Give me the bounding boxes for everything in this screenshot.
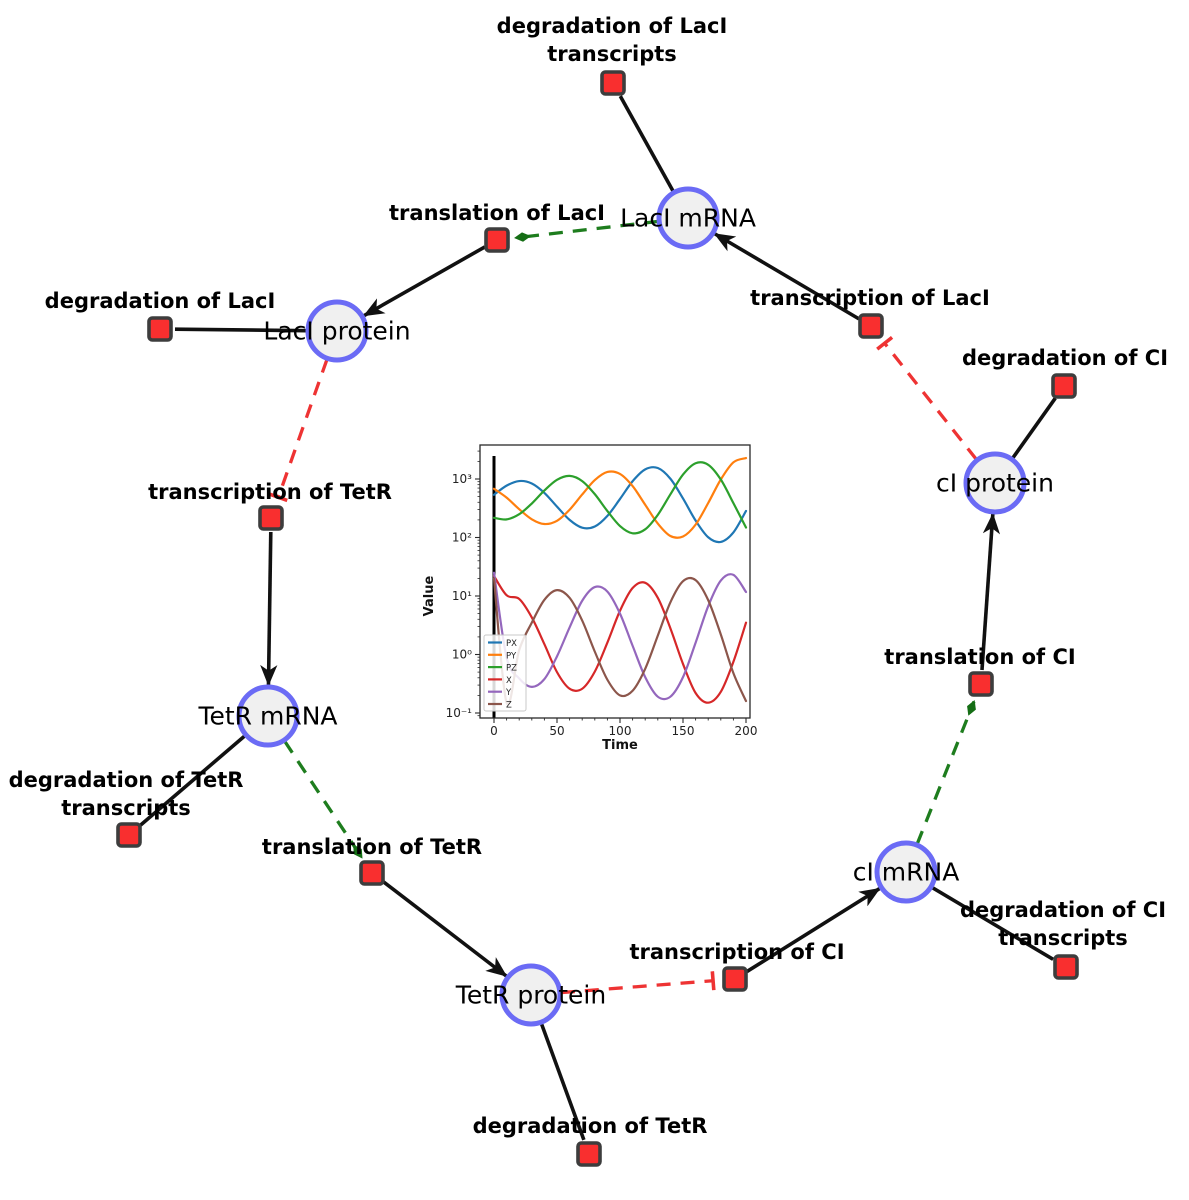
chart-y-tick-label: 10⁻¹: [446, 706, 473, 720]
reaction-label-deg_laci_tx-line2: transcripts: [547, 42, 677, 66]
species-node-tetr_mrna: [236, 684, 300, 748]
chart-series-X: [492, 574, 748, 704]
species-node-ci_protein: [963, 451, 1027, 515]
chart-frame: [479, 444, 751, 719]
reaction-label-deg_tetr: degradation of TetR: [473, 1114, 708, 1138]
chart-xlabel: Time: [602, 738, 638, 753]
chart-y-tick-label: 10³: [452, 472, 472, 486]
inset-chart: 0 50 100 150 200 10⁻¹ 10⁰ 10¹ 10² 10³ PX PY PZ XYZ Va…: [422, 444, 758, 753]
reaction-node-deg_ci: [1051, 373, 1077, 399]
species-label-tetr_mrna: TetR mRNA: [197, 702, 337, 731]
reaction-node-deg_laci_tx: [600, 70, 626, 96]
edge-inhibition-tetr_protein-transcription_ci: [560, 971, 716, 995]
chart-series-PZ: [492, 461, 748, 535]
edge-product-translation_ci-ci_protein: [980, 512, 1001, 671]
reaction-node-deg_ci_tx: [1053, 954, 1079, 980]
reaction-label-transcription_laci: transcription of LacI: [750, 286, 990, 310]
chart-x-tick-label: 0: [490, 724, 498, 738]
species-label-laci_protein: LacI protein: [263, 317, 410, 346]
chart-series-Y: [492, 571, 748, 701]
timeseries-inset-plot: 0 50 100 150 200 10⁻¹ 10⁰ 10¹ 10² 10³ PX PY PZ X Y Z Va…: [418, 436, 778, 766]
chart-x-tick-label: 50: [549, 724, 564, 738]
edge-inhibition-laci_protein-transcription_tetr: [268, 358, 329, 503]
reaction-label-deg_ci: degradation of CI: [962, 346, 1168, 370]
species-label-tetr_protein: TetR protein: [455, 981, 606, 1010]
reaction-label-deg_ci_tx-line2: transcripts: [998, 926, 1128, 950]
species-label-ci_protein: cI protein: [936, 469, 1054, 498]
edge-reactant-tetr_mrna-deg_tetr_tx: [139, 734, 247, 827]
chart-series-Z: [492, 576, 748, 706]
reaction-node-deg_tetr: [576, 1141, 602, 1167]
reaction-node-transcription_tetr: [258, 505, 284, 531]
chart-legend-label-Z: Z: [506, 701, 512, 711]
species-node-ci_mrna: [874, 840, 938, 904]
edge-product-translation_laci-laci_protein: [363, 245, 486, 318]
species-node-tetr_protein: [499, 963, 563, 1027]
species-label-laci_mrna: LacI mRNA: [620, 204, 756, 233]
edge-reactant-laci_mrna-deg_laci_tx: [618, 95, 676, 193]
chart-y-tick-label: 10¹: [452, 589, 472, 603]
reaction-label-deg_tetr_tx-line2: transcripts: [61, 796, 191, 820]
reaction-label-deg_tetr_tx-line1: degradation of TetR: [9, 768, 244, 792]
chart-x-tick-label: 200: [735, 724, 758, 738]
edge-product-transcription_ci-ci_mrna: [745, 886, 881, 974]
edge-product-transcription_laci-laci_mrna: [713, 232, 860, 321]
reaction-node-translation_ci: [968, 671, 994, 697]
reaction-node-deg_tetr_tx: [116, 822, 142, 848]
edge-reactant-ci_mrna-deg_ci_tx: [930, 885, 1055, 961]
chart-ylabel: Value: [422, 575, 437, 616]
reaction-label-translation_tetr: translation of TetR: [262, 835, 482, 859]
edge-inhibition-ci_protein-transcription_laci: [876, 336, 978, 461]
reaction-node-translation_laci: [484, 227, 510, 253]
species-node-laci_protein: [305, 299, 369, 363]
edge-reactant-laci_protein-deg_laci: [174, 327, 308, 333]
reaction-label-transcription_tetr: transcription of TetR: [148, 480, 392, 504]
chart-y-tick-label: 10⁰: [452, 648, 472, 662]
reaction-label-translation_laci: translation of LacI: [389, 201, 605, 225]
edge-product-translation_tetr-tetr_protein: [382, 880, 508, 978]
reaction-node-translation_tetr: [359, 860, 385, 886]
edge-reactant-ci_protein-deg_ci: [1010, 397, 1057, 460]
reaction-label-deg_laci: degradation of LacI: [45, 289, 276, 313]
reaction-label-transcription_ci: transcription of CI: [629, 940, 844, 964]
reaction-node-transcription_ci: [722, 966, 748, 992]
species-label-ci_mrna: cI mRNA: [853, 858, 960, 887]
chart-legend-label-Y: Y: [505, 688, 512, 698]
chart-legend-label-PZ: PZ: [506, 664, 517, 674]
reaction-label-deg_ci_tx-line1: degradation of CI: [960, 898, 1166, 922]
chart-legend-label-PX: PX: [506, 639, 517, 649]
reaction-label-translation_ci: translation of CI: [884, 645, 1075, 669]
edge-modifier-ci_mrna-translation_ci: [915, 699, 976, 845]
chart-legend-box: [483, 634, 527, 712]
chart-legend-label-X: X: [506, 676, 512, 686]
species-node-laci_mrna: [656, 186, 720, 250]
reaction-label-deg_laci_tx-line1: degradation of LacI: [497, 14, 728, 38]
chart-x-tick-label: 100: [609, 724, 632, 738]
edge-reactant-tetr_protein-deg_tetr: [539, 1022, 586, 1141]
chart-y-tick-label: 10²: [452, 531, 472, 545]
chart-legend-label-PY: PY: [506, 651, 517, 661]
chart-x-tick-label: 150: [672, 724, 695, 738]
chart-series-PX: [492, 466, 748, 544]
chart-series-PY: [492, 456, 748, 539]
edge-product-transcription_tetr-tetr_mrna: [260, 531, 278, 687]
reaction-node-deg_laci: [147, 316, 173, 342]
reaction-node-transcription_laci: [858, 313, 884, 339]
